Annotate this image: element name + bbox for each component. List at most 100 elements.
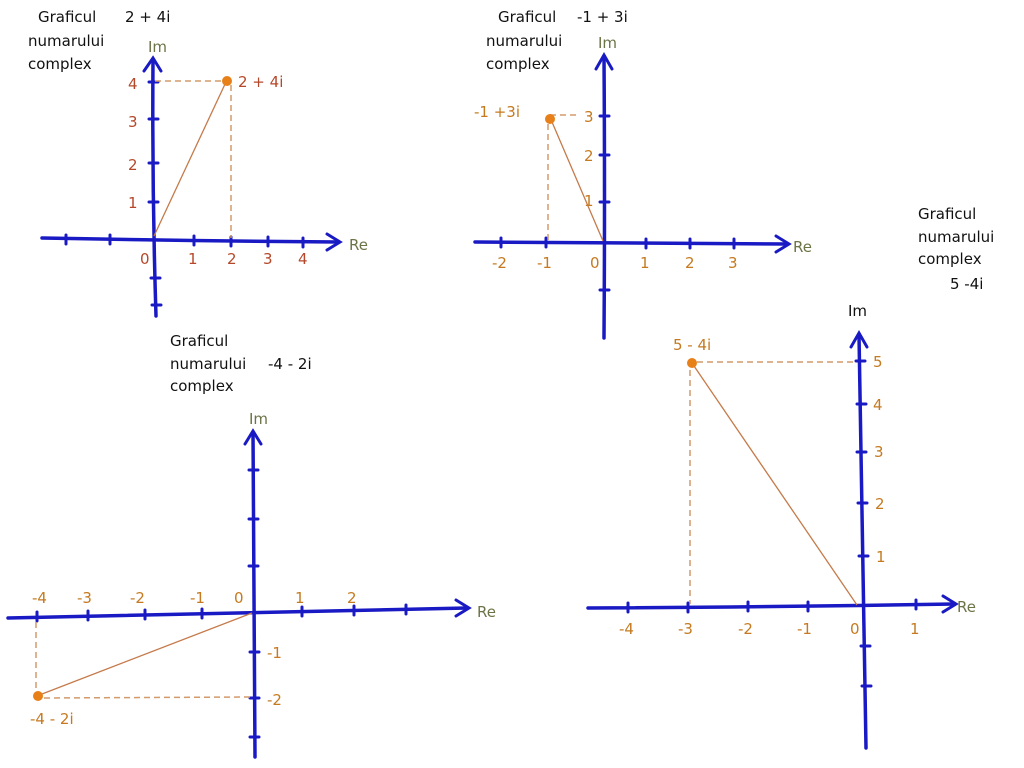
graph1-tick-marks xyxy=(64,80,305,307)
graph4-point xyxy=(687,358,697,368)
graph4-real-arrow xyxy=(941,594,959,614)
graph4-title-line3: complex xyxy=(918,250,982,268)
graph1-y-tick: 3 xyxy=(128,113,138,131)
graph2-point xyxy=(545,114,555,124)
graph4-x-tick: 1 xyxy=(910,620,920,638)
graph2-title-line2: numarului xyxy=(486,32,562,50)
graph3-origin-label: 0 xyxy=(234,589,244,607)
graph2-im-label: Im xyxy=(598,34,617,52)
graph2-origin-label: 0 xyxy=(590,254,600,272)
graph4-im-label: Im xyxy=(848,302,867,320)
graph3-point-label: -4 - 2i xyxy=(30,710,74,728)
graph3-imag-axis xyxy=(251,430,257,759)
graph2-y-tick: 1 xyxy=(584,192,594,210)
graph4-real-axis xyxy=(586,602,956,610)
graph4-vector-line xyxy=(693,365,858,606)
graph3-x-tick: 2 xyxy=(347,589,357,607)
graph4-y-tick: 5 xyxy=(873,353,883,371)
graph3-im-label: Im xyxy=(249,410,268,428)
graph2-title-line1: Graficul xyxy=(498,8,556,26)
graph3-x-tick: -2 xyxy=(130,589,145,607)
graph1-x-tick: 2 xyxy=(227,250,237,268)
graph4-x-tick: -1 xyxy=(797,620,812,638)
graph1-real-axis xyxy=(40,236,340,244)
graph4-origin-label: 0 xyxy=(850,620,860,638)
graph4-x-tick: -3 xyxy=(678,620,693,638)
graph1-y-tick: 2 xyxy=(128,156,138,174)
graph3-real-axis xyxy=(6,606,469,620)
graph1-y-tick: 4 xyxy=(128,75,138,93)
graph3-imag-arrow xyxy=(243,428,263,446)
graph2-x-tick: -1 xyxy=(537,254,552,272)
graph1-title-line3: complex xyxy=(28,55,92,73)
graph-minus-4-minus-2i: Graficul numarului complex -4 - 2i Re Im… xyxy=(6,332,496,759)
graph2-title-line3: complex xyxy=(486,55,550,73)
graph2-y-tick: 3 xyxy=(584,108,594,126)
graph1-number: 2 + 4i xyxy=(125,8,170,26)
graph3-vector-line xyxy=(41,612,253,695)
graph-minus-1-plus-3i: Graficul numarului complex -1 + 3i Re Im… xyxy=(473,8,812,340)
graph2-x-tick: 2 xyxy=(685,254,695,272)
graph3-title-line2: numarului xyxy=(170,355,246,373)
graph-5-minus-4i: Graficul numarului complex 5 -4i Re Im 0… xyxy=(586,205,994,750)
graph2-number: -1 + 3i xyxy=(577,8,628,26)
graph3-tick-marks xyxy=(35,468,408,739)
graph3-x-tick: -3 xyxy=(77,589,92,607)
graph1-title-line1: Graficul xyxy=(38,8,96,26)
graph3-number: -4 - 2i xyxy=(268,355,312,373)
graph4-x-tick: -4 xyxy=(619,620,634,638)
graph-2-plus-4i: Graficul numarului complex 2 + 4i Re Im … xyxy=(28,8,368,318)
graph4-y-tick: 3 xyxy=(874,443,884,461)
graph2-point-label: -1 +3i xyxy=(474,103,520,121)
graph1-re-label: Re xyxy=(349,236,368,254)
graph1-vector-line xyxy=(153,81,227,237)
graph4-y-tick: 2 xyxy=(875,495,885,513)
graph1-imag-axis xyxy=(151,58,158,318)
graph3-title-line3: complex xyxy=(170,377,234,395)
graph4-title-line2: numarului xyxy=(918,228,994,246)
graph2-imag-arrow xyxy=(594,51,614,71)
graph3-dashed-projection xyxy=(43,696,251,699)
graph4-point-label: 5 - 4i xyxy=(673,336,711,354)
graph1-im-label: Im xyxy=(148,38,167,56)
graph2-real-axis xyxy=(473,240,789,246)
graph4-y-tick: 1 xyxy=(876,548,886,566)
graph1-origin-label: 0 xyxy=(140,250,150,268)
graph4-re-label: Re xyxy=(957,598,976,616)
graph1-point xyxy=(222,76,232,86)
graph3-title-line1: Graficul xyxy=(170,332,228,350)
graph2-x-tick: 1 xyxy=(640,254,650,272)
graph1-x-tick: 3 xyxy=(263,250,273,268)
graph3-re-label: Re xyxy=(477,603,496,621)
graph1-point-label: 2 + 4i xyxy=(238,73,283,91)
graph3-y-tick: -2 xyxy=(267,691,282,709)
graph1-x-tick: 1 xyxy=(188,250,198,268)
graph2-vector-line xyxy=(551,121,604,242)
graph3-x-tick: -1 xyxy=(190,589,205,607)
graph4-title-line1: Graficul xyxy=(918,205,976,223)
graph4-imag-axis xyxy=(857,333,868,750)
graph3-x-tick: -4 xyxy=(32,589,47,607)
graph1-real-arrow xyxy=(325,232,343,252)
graph2-imag-axis xyxy=(602,54,607,340)
graph4-number: 5 -4i xyxy=(950,275,983,293)
graph4-tick-marks xyxy=(626,359,918,688)
graph4-y-tick: 4 xyxy=(873,396,883,414)
graph2-tick-marks xyxy=(499,114,736,292)
graph3-y-tick: -1 xyxy=(267,644,282,662)
graph2-real-arrow xyxy=(774,234,792,254)
graph1-imag-arrow xyxy=(142,55,163,73)
graph4-x-tick: -2 xyxy=(738,620,753,638)
graph1-y-tick: 1 xyxy=(128,194,138,212)
graph3-point xyxy=(33,691,43,701)
graph1-x-tick: 4 xyxy=(298,250,308,268)
graph3-x-tick: 1 xyxy=(295,589,305,607)
graph1-title-line2: numarului xyxy=(28,32,104,50)
graph2-x-tick: 3 xyxy=(728,254,738,272)
graph2-x-tick: -2 xyxy=(492,254,507,272)
graph4-imag-arrow xyxy=(849,329,869,349)
graph2-re-label: Re xyxy=(793,238,812,256)
graph3-real-arrow xyxy=(454,598,472,618)
graph2-y-tick: 2 xyxy=(584,147,594,165)
